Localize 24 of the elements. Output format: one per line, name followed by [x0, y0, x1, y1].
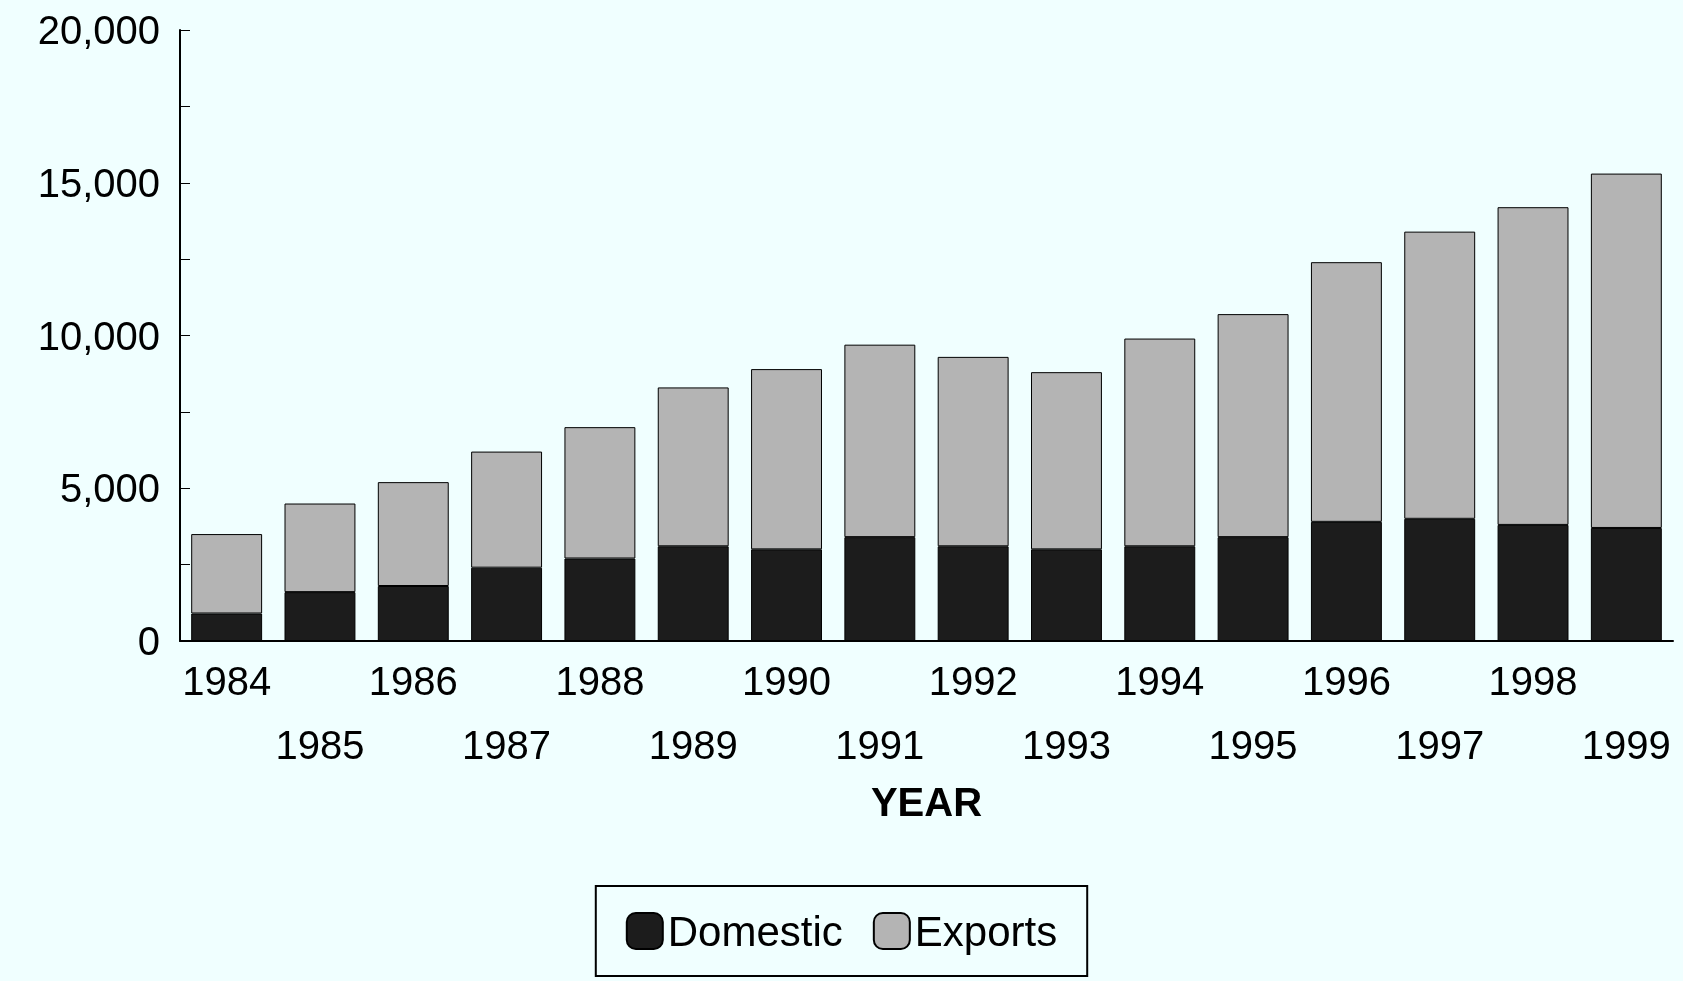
y-tick-label: 15,000 [37, 160, 160, 205]
legend-label: Domestic [667, 907, 843, 955]
x-tick-label: 1997 [1395, 723, 1485, 767]
x-tick-label: 1984 [182, 659, 272, 703]
y-tick-label: 0 [137, 619, 160, 663]
y-tick-label: 20,000 [37, 8, 160, 52]
x-tick-label: 1987 [462, 723, 552, 767]
x-tick-label: 1989 [648, 723, 738, 767]
x-tick-label: 1988 [555, 659, 645, 703]
legend-label: Exports [914, 907, 1058, 955]
x-tick-label: 1993 [1021, 723, 1111, 767]
x-tick-label: 1995 [1208, 723, 1298, 767]
x-tick-label: 1986 [368, 659, 458, 703]
x-tick-label: 1985 [275, 723, 365, 767]
x-tick-label: 1999 [1581, 723, 1671, 767]
x-tick-label: 1994 [1115, 659, 1205, 703]
x-tick-label: 1998 [1488, 659, 1578, 703]
x-tick-label: 1990 [742, 659, 832, 703]
x-axis-title: YEAR [870, 779, 983, 824]
y-tick-label: 10,000 [37, 313, 160, 358]
x-tick-label: 1991 [835, 723, 925, 767]
y-tick-label: 5,000 [59, 466, 160, 511]
x-tick-label: 1992 [928, 659, 1018, 703]
x-tick-label: 1996 [1301, 659, 1391, 703]
